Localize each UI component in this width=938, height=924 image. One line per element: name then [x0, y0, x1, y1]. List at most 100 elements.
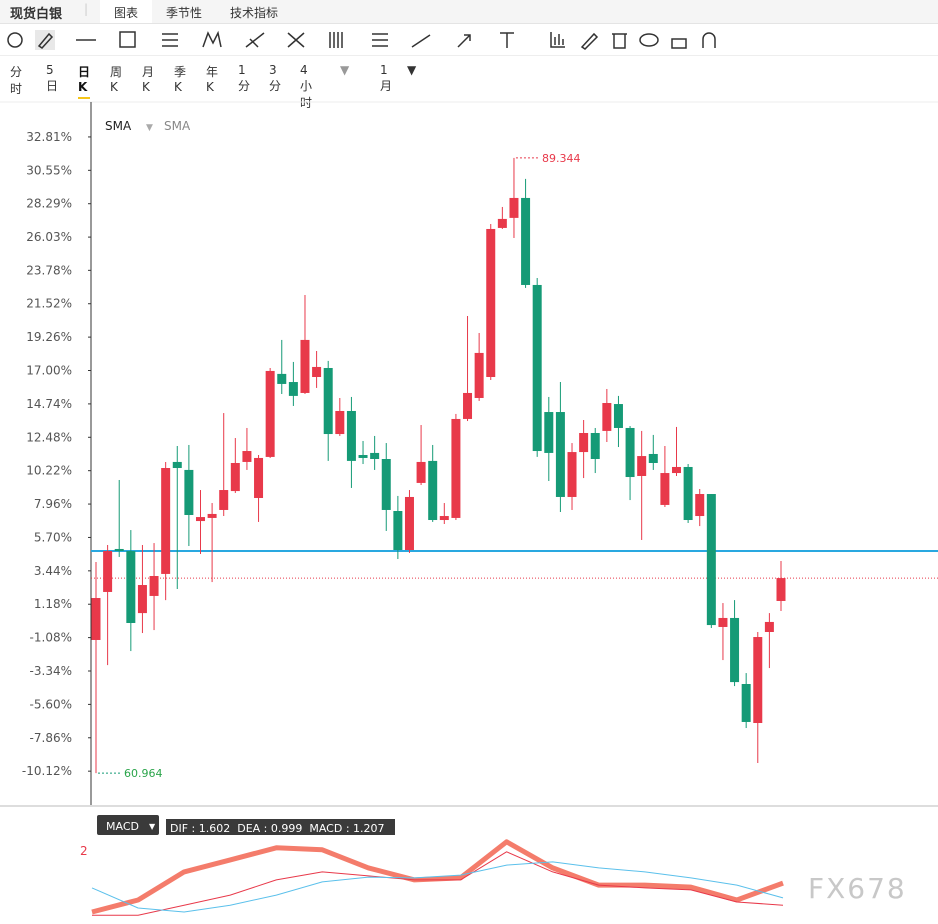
legend-button-bg [97, 815, 159, 835]
candle-body [265, 370, 275, 457]
tool-icon[interactable] [457, 34, 471, 48]
candle-body [474, 352, 484, 398]
dropdown: ▼ [146, 123, 153, 133]
y-tick-label: 23.78% [26, 263, 72, 277]
candle-body [195, 517, 205, 522]
dropdown[interactable]: ▼ [340, 63, 350, 77]
tool-icon[interactable] [329, 32, 343, 48]
candle-body [718, 617, 728, 627]
candle-body [358, 455, 368, 458]
y-tick-label: -10.12% [22, 764, 72, 778]
tool-icon[interactable] [372, 33, 388, 47]
candle-body [370, 452, 380, 460]
tool-active[interactable] [35, 30, 55, 50]
y-tick-label: -5.60% [30, 697, 72, 711]
candle-body [230, 462, 240, 492]
legend-text-bg [166, 819, 395, 835]
dropdown[interactable]: ▼ [407, 63, 417, 77]
candle-body [114, 548, 124, 552]
period-button[interactable]: 4小时 [300, 63, 313, 110]
candle-body [463, 392, 473, 419]
tool-icon[interactable] [580, 32, 599, 50]
y-tick-label: 5.70% [34, 530, 72, 544]
macd-line [91, 839, 784, 915]
max-label: 89.344 [542, 152, 581, 165]
candle-body [672, 466, 682, 474]
tool-icon[interactable] [7, 32, 23, 48]
toolbar [0, 30, 938, 56]
candle-body [184, 469, 194, 515]
candle-body [242, 451, 252, 462]
candle-body [660, 473, 670, 505]
candle-body [335, 410, 345, 435]
y-tick-label: 32.81% [26, 130, 72, 144]
y-tick-label: -7.86% [30, 731, 72, 745]
candle-body [509, 197, 519, 218]
candle-body [579, 432, 589, 453]
legend-button: MACD [106, 820, 139, 833]
candle-body [706, 494, 716, 626]
candle-body [439, 516, 449, 521]
candle-body [254, 457, 264, 499]
indicator-label: SMA [164, 119, 191, 133]
tool-icon[interactable] [162, 33, 178, 47]
tool-icon[interactable] [500, 32, 514, 48]
tool-icon[interactable] [639, 33, 659, 47]
candle-body [532, 284, 542, 452]
tool-icon[interactable] [550, 32, 565, 48]
candle-body [161, 468, 171, 574]
period-button[interactable]: 年K [206, 65, 219, 94]
candle-body [764, 621, 774, 633]
period-button[interactable]: 月K [142, 65, 155, 94]
macd-line [91, 861, 784, 913]
y-tick-label: 30.55% [26, 163, 72, 177]
y-tick-label: 2 [80, 844, 88, 858]
y-tick-label: 10.22% [26, 464, 72, 478]
candle-body [625, 427, 635, 478]
candle-body [91, 598, 101, 640]
candle-body [323, 367, 333, 435]
period-button[interactable]: 3分 [269, 63, 282, 93]
tool-icon[interactable] [702, 32, 716, 48]
y-tick-label: 1.18% [34, 597, 72, 611]
tool-icon[interactable] [37, 32, 54, 49]
candle-body [776, 578, 786, 601]
tool-icon[interactable] [671, 38, 687, 49]
period-button[interactable]: 分时 [10, 65, 23, 96]
period-button[interactable]: 5日 [46, 63, 59, 93]
candle-body [172, 461, 182, 469]
candle-body [416, 461, 426, 483]
candle-body [637, 456, 647, 476]
y-tick-label: 26.03% [26, 230, 72, 244]
candle-body [207, 513, 217, 518]
divider: | [84, 2, 89, 16]
candle-body [567, 452, 577, 497]
period-button[interactable]: 1分 [238, 63, 251, 93]
legend-text: DIF : 1.602 DEA : 0.999 MACD : 1.207 [170, 822, 385, 835]
tool-icon[interactable] [612, 33, 627, 49]
candle-body [381, 459, 391, 510]
tool-icon[interactable] [202, 30, 222, 48]
interval-select[interactable]: 1月 [380, 63, 393, 93]
min-label: 60.964 [124, 767, 163, 780]
tab[interactable]: 图表 [100, 0, 153, 23]
candle-body [137, 585, 147, 614]
candle-body [300, 339, 310, 393]
period-button[interactable]: 日K [78, 63, 91, 99]
period-button[interactable]: 周K [110, 65, 123, 94]
tool-icon[interactable] [411, 34, 431, 48]
macd-line [92, 851, 784, 916]
candle-body [486, 228, 496, 378]
tab[interactable]: 季节性 [166, 6, 203, 20]
tool-icon[interactable] [119, 31, 136, 48]
tool-icon[interactable] [287, 32, 305, 48]
tool-icon[interactable] [245, 32, 265, 48]
period-button[interactable]: 季K [174, 65, 187, 94]
y-tick-label: 12.48% [26, 430, 72, 444]
candle-body [590, 432, 600, 460]
tab[interactable]: 技术指标 [230, 6, 279, 20]
candle-body [613, 404, 623, 428]
symbol-title: 现货白银 [10, 7, 63, 22]
watermark: FX678 [808, 872, 907, 905]
